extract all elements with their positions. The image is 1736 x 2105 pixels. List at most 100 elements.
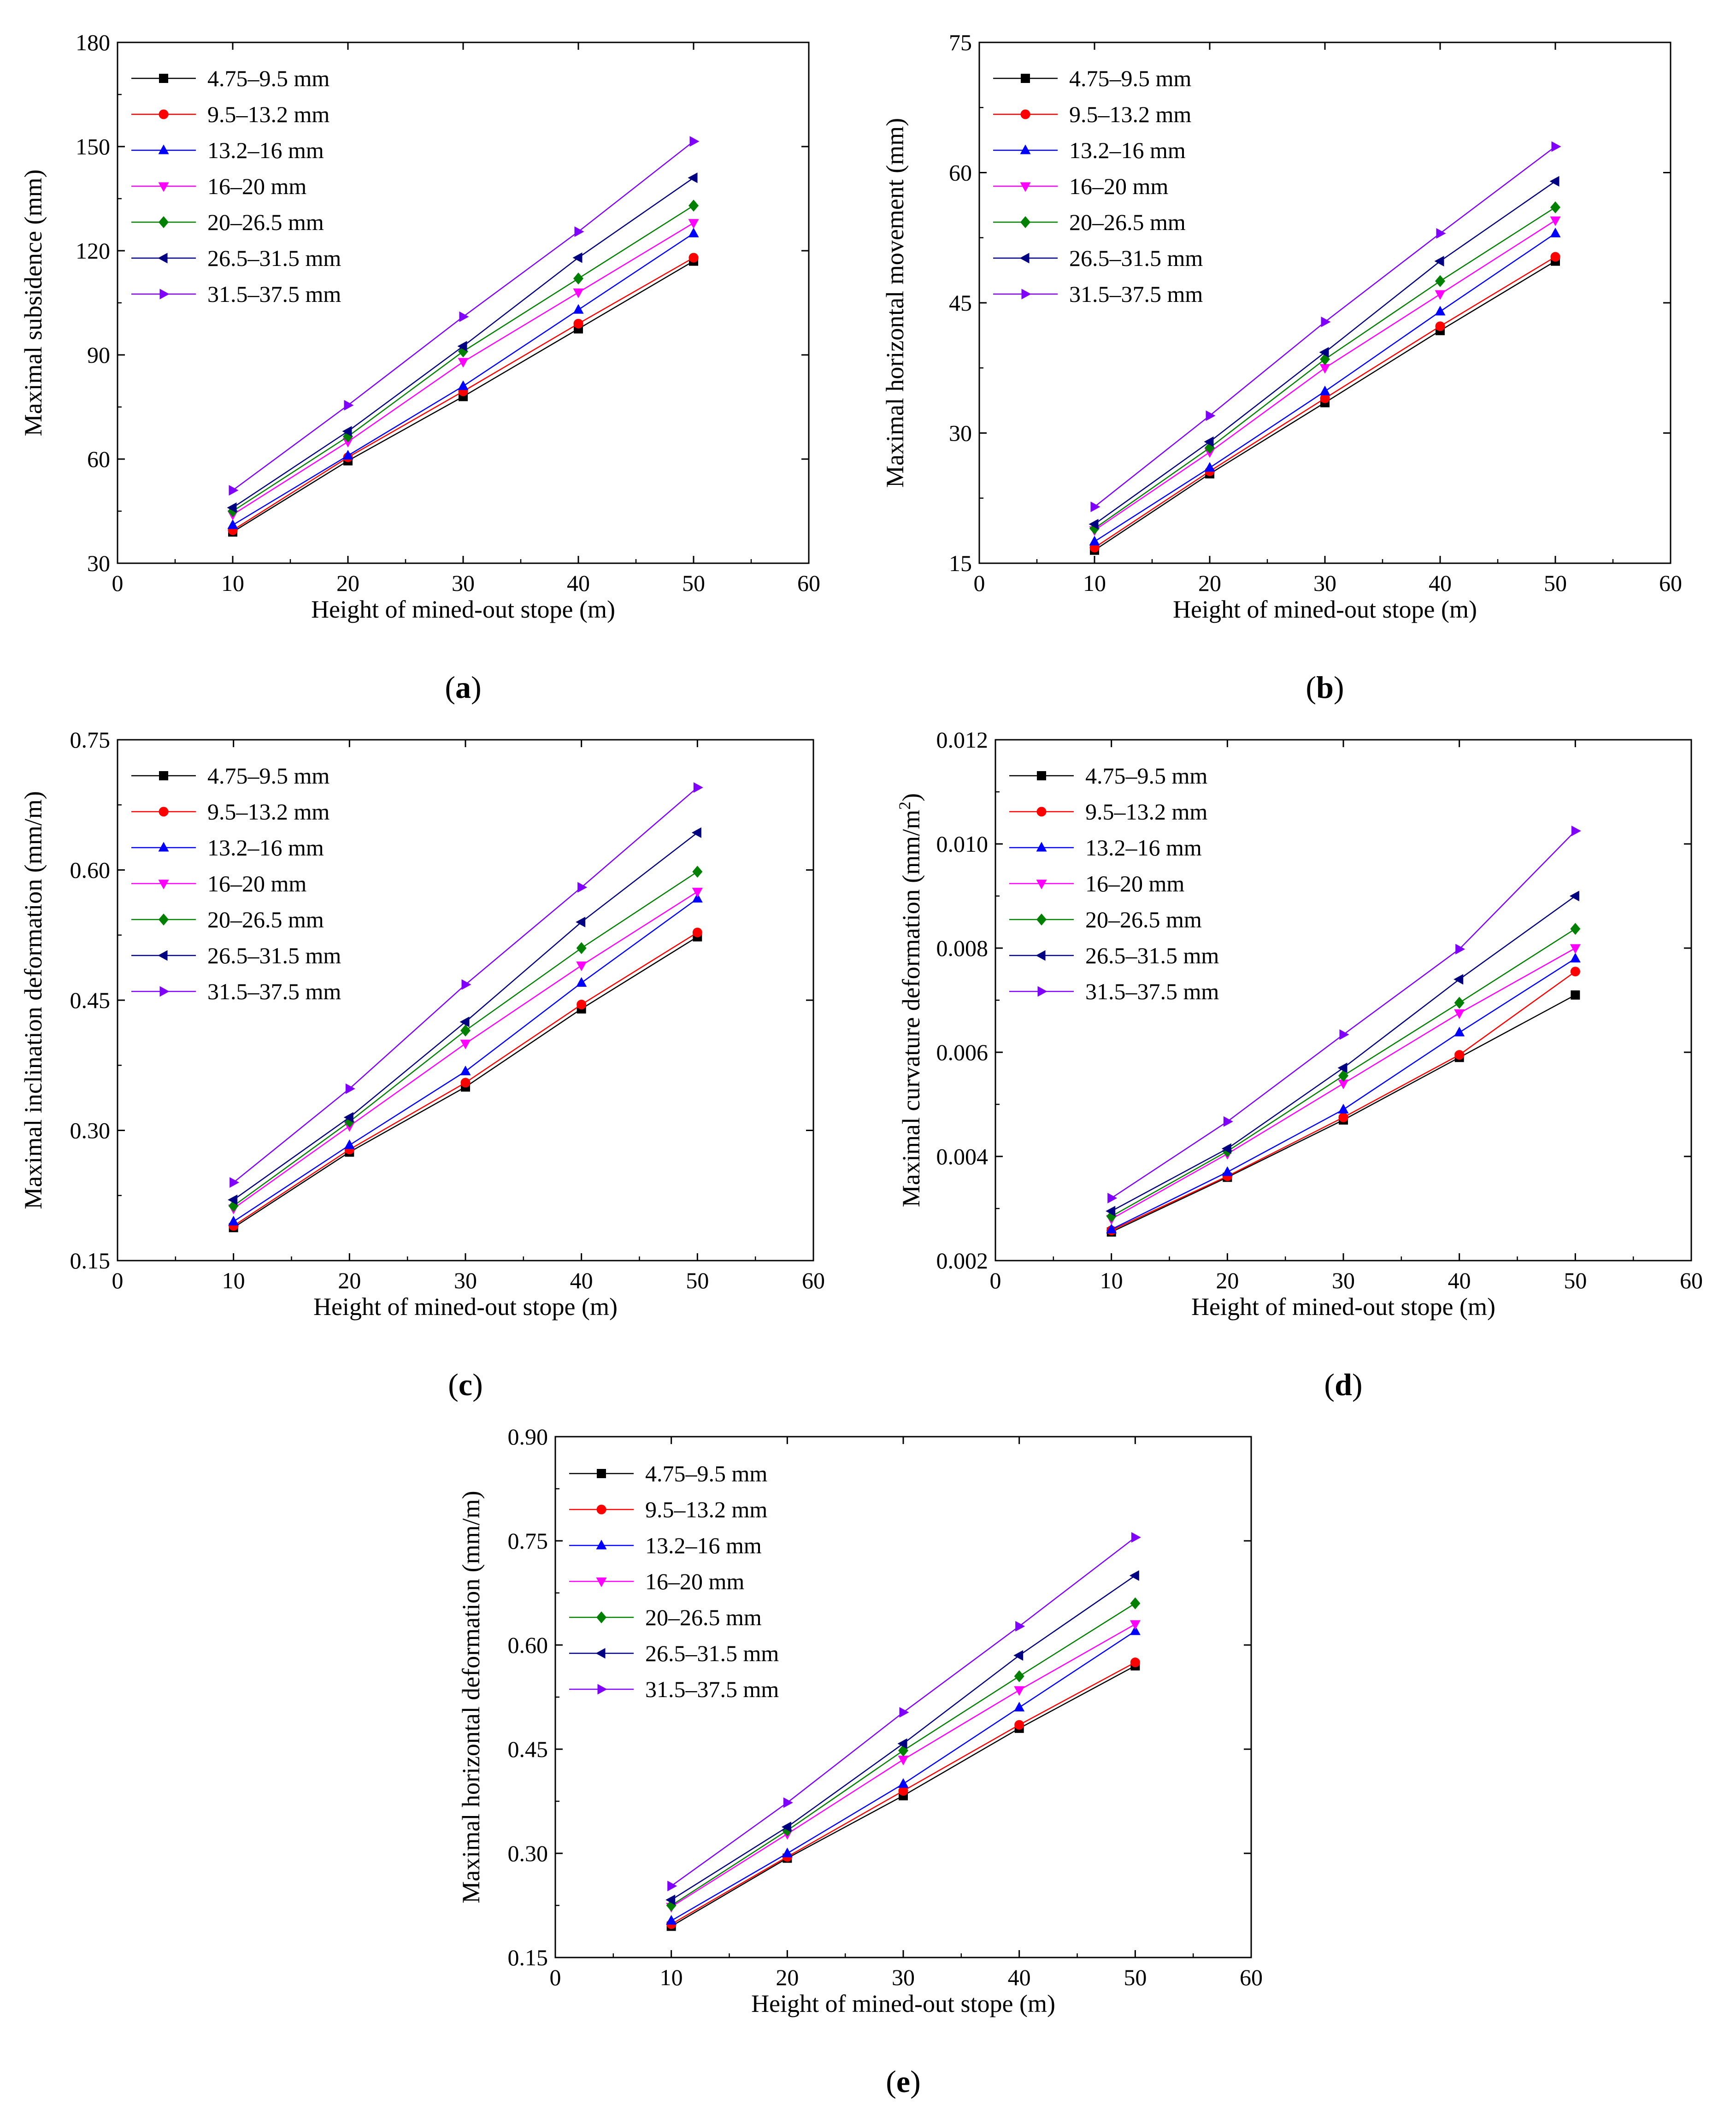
y-tick-label: 0.15	[70, 1248, 111, 1274]
triangle-left-icon	[595, 1648, 606, 1659]
legend-label: 26.5–31.5 mm	[207, 245, 341, 271]
x-tick-label: 10	[1083, 570, 1106, 596]
y-tick-label: 0.60	[70, 857, 111, 883]
legend-label: 13.2–16 mm	[645, 1533, 762, 1558]
data-point	[899, 1707, 909, 1718]
y-tick-label: 180	[76, 29, 110, 55]
y-tick-label: 15	[949, 550, 972, 576]
data-point	[577, 999, 587, 1009]
data-point	[1550, 227, 1561, 237]
data-point	[1454, 1009, 1465, 1019]
data-point	[898, 1778, 909, 1788]
legend-label: 31.5–37.5 mm	[207, 979, 341, 1004]
legend-label: 26.5–31.5 mm	[1085, 943, 1219, 968]
legend-label: 9.5–13.2 mm	[1069, 101, 1191, 127]
data-point	[1089, 536, 1100, 546]
legend-label: 4.75–9.5 mm	[1085, 763, 1207, 789]
data-point	[692, 866, 703, 878]
data-point	[458, 380, 469, 390]
y-tick-label: 0.75	[70, 727, 111, 753]
data-point	[1107, 1192, 1118, 1203]
panel-label: (d)	[1324, 1367, 1362, 1402]
y-tick-label: 45	[949, 290, 972, 316]
data-point	[1455, 943, 1465, 955]
legend-label: 26.5–31.5 mm	[207, 943, 341, 968]
data-point	[689, 200, 699, 212]
diamond-icon	[1020, 216, 1030, 228]
data-point	[344, 1139, 355, 1150]
legend: 4.75–9.5 mm 9.5–13.2 mm 13.2–16 mm 16–20 mm…	[131, 763, 341, 1004]
triangle-right-icon	[1021, 289, 1031, 300]
data-point	[1569, 890, 1579, 902]
data-point	[343, 1112, 353, 1123]
data-point	[572, 252, 583, 263]
data-point	[1435, 290, 1446, 300]
triangle-up-icon	[1020, 144, 1031, 154]
x-tick-label: 30	[1332, 1268, 1355, 1293]
data-point	[688, 172, 698, 183]
y-tick-label: 150	[76, 134, 110, 159]
x-tick-label: 30	[1313, 570, 1336, 596]
data-point	[1014, 1686, 1025, 1696]
y-axis-title: Maximal horizontal movement (mm)	[881, 118, 909, 488]
data-point	[1206, 410, 1216, 421]
y-tick-label: 0.75	[508, 1528, 548, 1554]
x-tick-label: 50	[686, 1268, 709, 1293]
data-point	[1222, 1166, 1233, 1176]
data-point	[227, 502, 237, 513]
data-point	[573, 318, 583, 329]
data-point	[692, 893, 703, 903]
data-point	[1338, 1069, 1348, 1082]
triangle-left-icon	[1036, 950, 1046, 961]
data-point	[345, 1083, 355, 1094]
x-axis-title: Height of mined-out stope (m)	[311, 596, 615, 623]
y-tick-label: 0.010	[936, 831, 989, 857]
data-point	[576, 977, 587, 987]
x-tick-label: 40	[1448, 1268, 1471, 1293]
data-point	[227, 519, 238, 529]
y-tick-label: 0.004	[936, 1144, 989, 1169]
triangle-right-icon	[1037, 986, 1047, 997]
diamond-icon	[1036, 914, 1047, 926]
data-point	[228, 1194, 238, 1205]
circle-icon	[159, 109, 169, 119]
triangle-up-icon	[158, 842, 169, 852]
legend-label: 31.5–37.5 mm	[207, 281, 341, 307]
y-tick-label: 0.002	[936, 1248, 989, 1274]
legend-label: 9.5–13.2 mm	[207, 101, 330, 127]
circle-icon	[159, 807, 169, 817]
x-tick-label: 0	[112, 1268, 124, 1293]
triangle-down-icon	[1036, 879, 1047, 890]
series-line	[671, 1630, 1136, 1922]
data-point	[576, 917, 586, 927]
data-point	[573, 272, 583, 285]
series-line	[671, 1623, 1136, 1908]
triangle-up-icon	[596, 1539, 607, 1550]
legend-label: 9.5–13.2 mm	[645, 1497, 767, 1522]
diamond-icon	[159, 914, 169, 926]
y-tick-label: 0.90	[508, 1424, 548, 1450]
data-point	[460, 1039, 471, 1050]
data-point	[1090, 501, 1100, 513]
x-tick-label: 40	[570, 1268, 593, 1293]
chart-panel: 0 10 20 30 40 50 60 30 60 90 120 150 180 Height of mi…	[19, 29, 820, 705]
data-point	[574, 226, 584, 237]
data-point	[1014, 1670, 1024, 1682]
data-point	[1570, 953, 1581, 963]
data-point	[1337, 1062, 1348, 1073]
x-tick-label: 20	[776, 1964, 799, 1990]
circle-icon	[1020, 109, 1030, 119]
x-tick-label: 30	[454, 1268, 477, 1293]
chart-panel: 0 10 20 30 40 50 60 0.002 0.004 0.006 0.008 0.010 0.…	[895, 727, 1703, 1402]
data-point	[1321, 316, 1331, 327]
data-point	[1454, 1050, 1465, 1060]
y-axis-title: Maximal horizontal deformation (mm/m)	[457, 1491, 485, 1903]
y-tick-label: 0.006	[936, 1039, 989, 1065]
legend-label: 20–26.5 mm	[207, 907, 324, 932]
x-tick-label: 40	[1429, 570, 1452, 596]
data-point	[691, 827, 701, 838]
data-point	[1550, 216, 1561, 226]
legend-label: 31.5–37.5 mm	[1085, 979, 1219, 1004]
data-point	[1129, 1570, 1139, 1581]
